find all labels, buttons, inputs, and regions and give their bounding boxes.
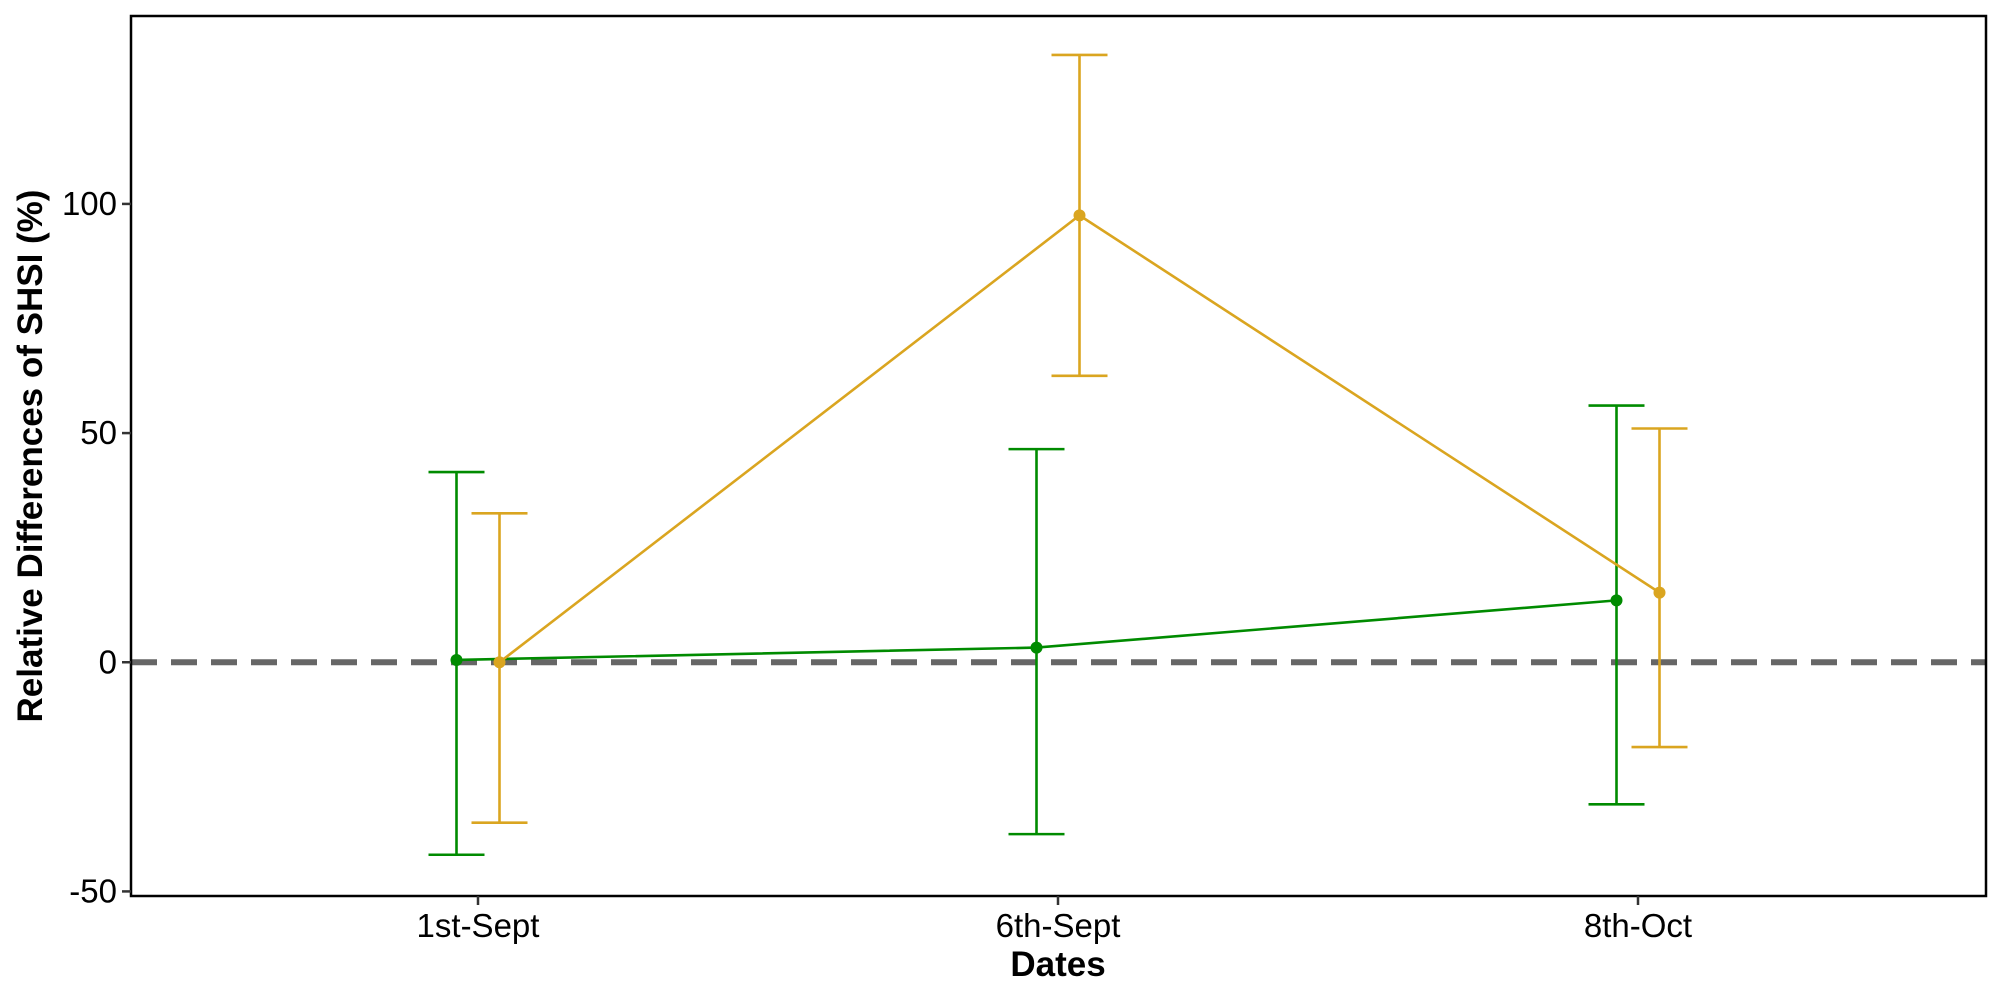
series-2-point-2: [1073, 209, 1086, 222]
y-tick-label-1: -50: [69, 872, 117, 909]
axis-layer: -50 0 50 100 1st-Sept 6th-Sept 8th-Oct: [62, 185, 1692, 944]
x-tick-label-2: 6th-Sept: [996, 907, 1121, 944]
series-1-point-2: [1030, 641, 1043, 654]
series-2-point-3: [1653, 586, 1666, 599]
marks-layer: [428, 53, 1688, 857]
series-1-point-3: [1610, 594, 1623, 607]
y-tick-label-4: 100: [62, 185, 117, 222]
y-tick-label-2: 0: [99, 643, 117, 680]
y-tick-label-3: 50: [80, 414, 117, 451]
plot-panel-border: [129, 14, 1988, 898]
y-axis-title: Relative Differences of SHSI (%): [11, 190, 50, 723]
x-tick-label-3: 8th-Oct: [1584, 907, 1692, 944]
series-2-point-1: [493, 656, 506, 669]
series-1-point-1: [450, 653, 463, 666]
x-tick-label-1: 1st-Sept: [417, 907, 540, 944]
x-axis-title: Dates: [1010, 945, 1105, 984]
